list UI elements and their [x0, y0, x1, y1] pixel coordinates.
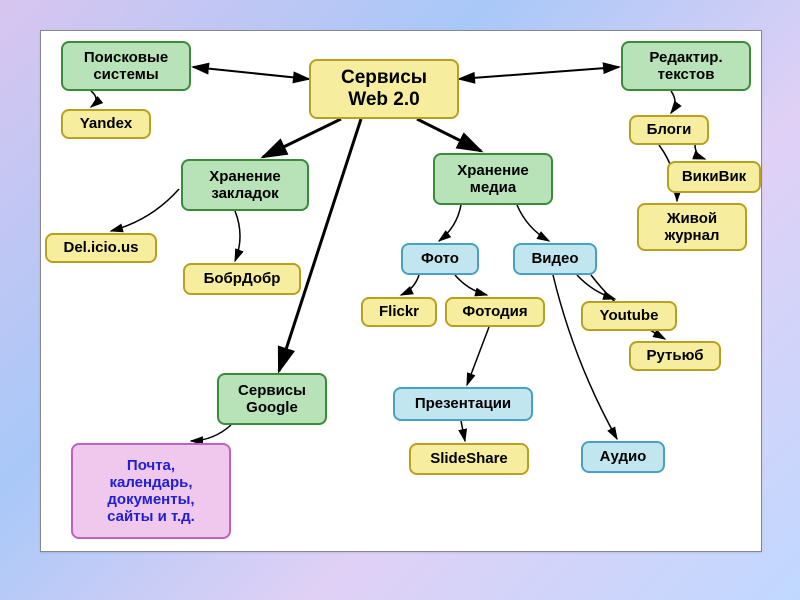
node-yandex: Yandex: [61, 109, 151, 139]
edge-media-video: [517, 205, 549, 241]
edge-pres-slideshare: [461, 421, 465, 441]
node-editors: Редактир. текстов: [621, 41, 751, 91]
node-bobrdobr: БобрДобр: [183, 263, 301, 295]
edge-root-search: [193, 67, 309, 79]
node-media: Хранение медиа: [433, 153, 553, 205]
edge-fotodia-pres: [467, 327, 489, 385]
edge-root-bookmarks: [263, 119, 341, 157]
node-search: Поисковые системы: [61, 41, 191, 91]
edge-photo-fotodia: [455, 275, 487, 295]
node-lj: Живой журнал: [637, 203, 747, 251]
node-video: Видео: [513, 243, 597, 275]
edge-editors-blogs: [671, 91, 675, 113]
edge-bookmarks-bobrdobr: [235, 211, 240, 261]
node-gbundle: Почта, календарь, документы, сайты и т.д…: [71, 443, 231, 539]
node-root: Сервисы Web 2.0: [309, 59, 459, 119]
edge-blogs-wiki: [695, 145, 705, 159]
node-flickr: Flickr: [361, 297, 437, 327]
node-slideshare: SlideShare: [409, 443, 529, 475]
node-rutube: Рутьюб: [629, 341, 721, 371]
edge-googlesvc-gbundle: [191, 425, 231, 441]
node-googlesvc: Сервисы Google: [217, 373, 327, 425]
node-wiki: ВикиВик: [667, 161, 761, 193]
node-youtube: Youtube: [581, 301, 677, 331]
edge-root-media: [417, 119, 481, 151]
node-audio: Аудио: [581, 441, 665, 473]
edge-bookmarks-delicious: [111, 189, 179, 231]
node-blogs: Блоги: [629, 115, 709, 145]
edge-video-youtube: [577, 275, 615, 299]
node-pres: Презентации: [393, 387, 533, 421]
edge-video-audio: [553, 275, 617, 439]
node-delicious: Del.icio.us: [45, 233, 157, 263]
node-bookmarks: Хранение закладок: [181, 159, 309, 211]
edge-media-photo: [439, 205, 461, 241]
diagram-canvas: Сервисы Web 2.0 Поисковые системы Yandex Ре…: [40, 30, 762, 552]
node-fotodia: Фотодия: [445, 297, 545, 327]
edge-photo-flickr: [401, 275, 419, 295]
node-photo: Фото: [401, 243, 479, 275]
edge-search-yandex: [91, 91, 96, 107]
edge-root-googlesvc: [279, 119, 361, 371]
edge-root-editors: [459, 67, 619, 79]
